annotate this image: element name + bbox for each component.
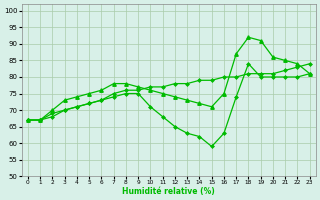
X-axis label: Humidité relative (%): Humidité relative (%) xyxy=(123,187,215,196)
